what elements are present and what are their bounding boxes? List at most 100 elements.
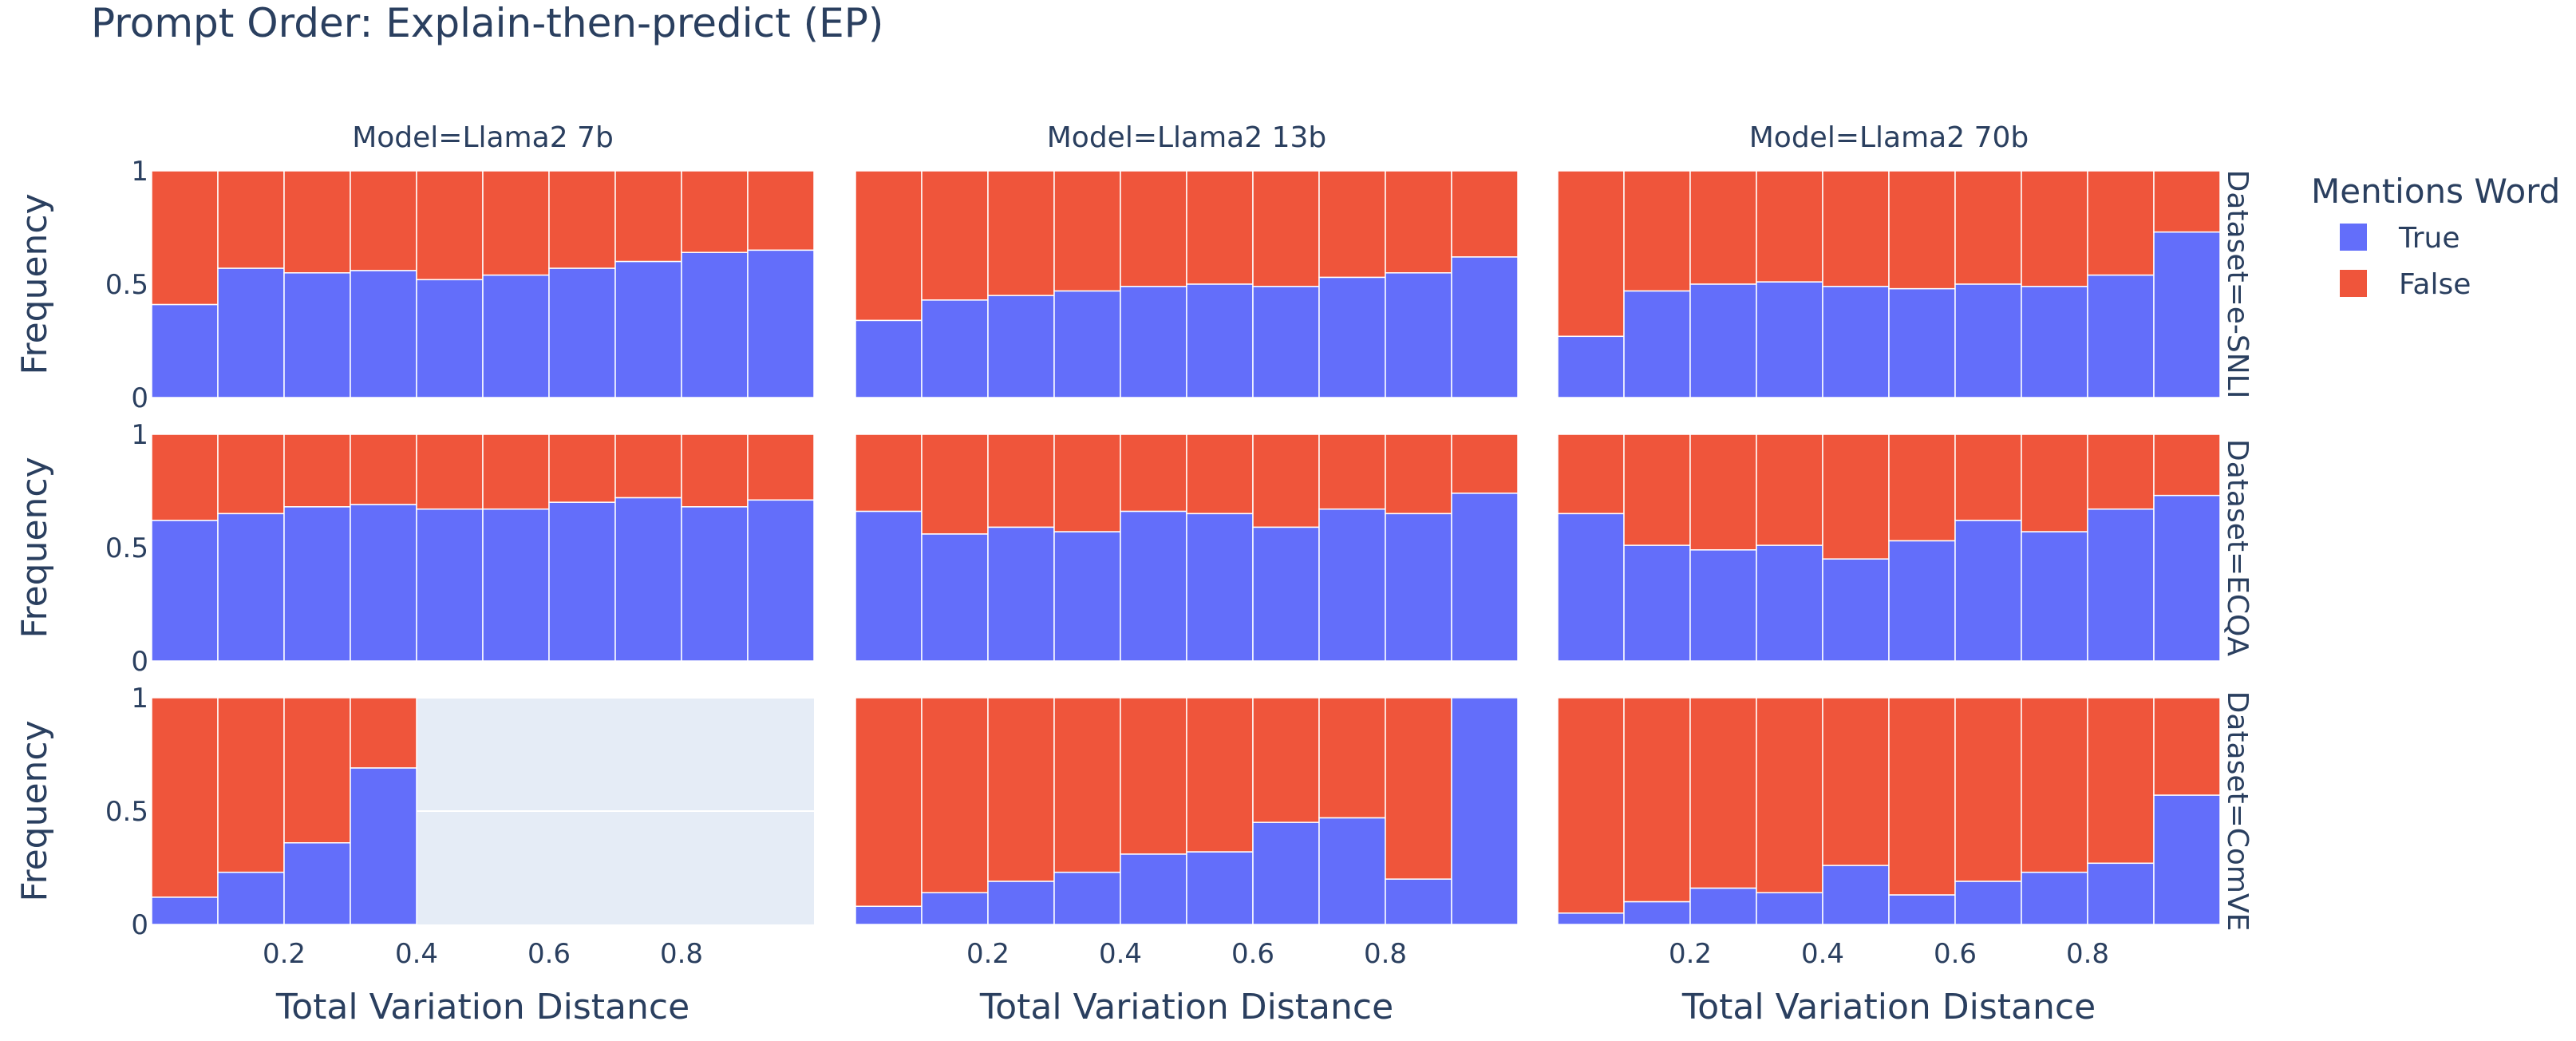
- bar-false[interactable]: [1053, 170, 1121, 292]
- bar-false[interactable]: [1623, 433, 1691, 546]
- bar-true[interactable]: [1252, 526, 1320, 662]
- bar-false[interactable]: [855, 697, 923, 908]
- bar-false[interactable]: [1385, 170, 1452, 274]
- bar-true[interactable]: [1822, 865, 1890, 925]
- bar-false[interactable]: [2021, 697, 2088, 873]
- bar-true[interactable]: [2021, 871, 2088, 925]
- bar-true[interactable]: [1557, 912, 1625, 925]
- bar-true[interactable]: [1822, 558, 1890, 662]
- bar-true[interactable]: [1689, 887, 1757, 925]
- bar-false[interactable]: [1557, 170, 1625, 338]
- bar-true[interactable]: [855, 905, 923, 925]
- bar-false[interactable]: [1318, 433, 1386, 510]
- bar-true[interactable]: [1186, 851, 1254, 925]
- bar-false[interactable]: [2021, 433, 2088, 532]
- bar-true[interactable]: [1557, 513, 1625, 662]
- bar-true[interactable]: [1756, 281, 1823, 398]
- bar-false[interactable]: [1252, 433, 1320, 528]
- bar-true[interactable]: [2087, 274, 2155, 398]
- bar-false[interactable]: [416, 433, 484, 510]
- bar-true[interactable]: [1623, 290, 1691, 398]
- bar-true[interactable]: [921, 299, 989, 398]
- bar-false[interactable]: [2153, 697, 2221, 796]
- bar-true[interactable]: [1120, 853, 1187, 925]
- bar-true[interactable]: [151, 303, 219, 398]
- bar-false[interactable]: [1557, 697, 1625, 914]
- bar-false[interactable]: [855, 170, 923, 322]
- bar-true[interactable]: [416, 508, 484, 662]
- bar-true[interactable]: [1186, 513, 1254, 662]
- bar-false[interactable]: [1822, 433, 1890, 560]
- bar-false[interactable]: [2087, 170, 2155, 276]
- bar-true[interactable]: [1451, 256, 1519, 398]
- bar-false[interactable]: [1756, 697, 1823, 893]
- bar-false[interactable]: [1822, 697, 1890, 866]
- bar-true[interactable]: [1318, 276, 1386, 398]
- bar-true[interactable]: [987, 881, 1055, 925]
- bar-true[interactable]: [217, 871, 285, 925]
- bar-false[interactable]: [151, 697, 219, 898]
- bar-true[interactable]: [1252, 821, 1320, 925]
- bar-false[interactable]: [1120, 433, 1187, 513]
- bar-true[interactable]: [1120, 286, 1187, 398]
- bar-true[interactable]: [1318, 817, 1386, 925]
- bar-true[interactable]: [1756, 544, 1823, 662]
- bar-false[interactable]: [681, 170, 749, 253]
- bar-false[interactable]: [548, 170, 616, 269]
- bar-true[interactable]: [681, 506, 749, 662]
- bar-true[interactable]: [855, 319, 923, 398]
- legend-item-false[interactable]: False: [2340, 268, 2471, 301]
- bar-true[interactable]: [283, 272, 351, 398]
- bar-true[interactable]: [747, 499, 815, 662]
- bar-false[interactable]: [1385, 697, 1452, 880]
- legend-item-true[interactable]: True: [2340, 222, 2459, 255]
- bar-true[interactable]: [482, 508, 550, 662]
- bar-false[interactable]: [921, 170, 989, 301]
- bar-false[interactable]: [1954, 433, 2022, 521]
- bar-false[interactable]: [151, 170, 219, 306]
- bar-false[interactable]: [350, 170, 417, 271]
- bar-false[interactable]: [1252, 170, 1320, 287]
- bar-true[interactable]: [217, 513, 285, 662]
- bar-false[interactable]: [747, 433, 815, 501]
- bar-false[interactable]: [1186, 697, 1254, 853]
- bar-false[interactable]: [283, 697, 351, 844]
- bar-false[interactable]: [1252, 697, 1320, 823]
- bar-false[interactable]: [151, 433, 219, 521]
- bar-false[interactable]: [1888, 697, 1956, 896]
- bar-false[interactable]: [681, 433, 749, 508]
- bar-false[interactable]: [614, 170, 682, 263]
- bar-true[interactable]: [614, 260, 682, 398]
- bar-true[interactable]: [747, 249, 815, 398]
- bar-true[interactable]: [1888, 287, 1956, 398]
- bar-true[interactable]: [283, 842, 351, 925]
- bar-true[interactable]: [2153, 231, 2221, 398]
- bar-false[interactable]: [482, 170, 550, 276]
- bar-true[interactable]: [283, 506, 351, 662]
- bar-false[interactable]: [283, 433, 351, 508]
- bar-false[interactable]: [1120, 170, 1187, 287]
- bar-true[interactable]: [548, 267, 616, 398]
- bar-true[interactable]: [1451, 493, 1519, 662]
- bar-true[interactable]: [1053, 871, 1121, 925]
- bar-false[interactable]: [1318, 170, 1386, 279]
- bar-true[interactable]: [548, 501, 616, 662]
- bar-false[interactable]: [1623, 697, 1691, 903]
- bar-true[interactable]: [1954, 520, 2022, 662]
- bar-false[interactable]: [1888, 170, 1956, 290]
- bar-false[interactable]: [217, 697, 285, 873]
- bar-false[interactable]: [1756, 170, 1823, 283]
- bar-true[interactable]: [151, 520, 219, 662]
- bar-true[interactable]: [987, 526, 1055, 662]
- bar-true[interactable]: [1252, 286, 1320, 398]
- bar-true[interactable]: [1318, 508, 1386, 662]
- bar-false[interactable]: [416, 170, 484, 281]
- bar-true[interactable]: [350, 767, 417, 925]
- bar-false[interactable]: [1689, 433, 1757, 551]
- bar-false[interactable]: [987, 170, 1055, 296]
- bar-true[interactable]: [2021, 286, 2088, 398]
- bar-true[interactable]: [350, 504, 417, 662]
- bar-true[interactable]: [1451, 697, 1519, 925]
- bar-false[interactable]: [921, 433, 989, 535]
- bar-true[interactable]: [350, 270, 417, 398]
